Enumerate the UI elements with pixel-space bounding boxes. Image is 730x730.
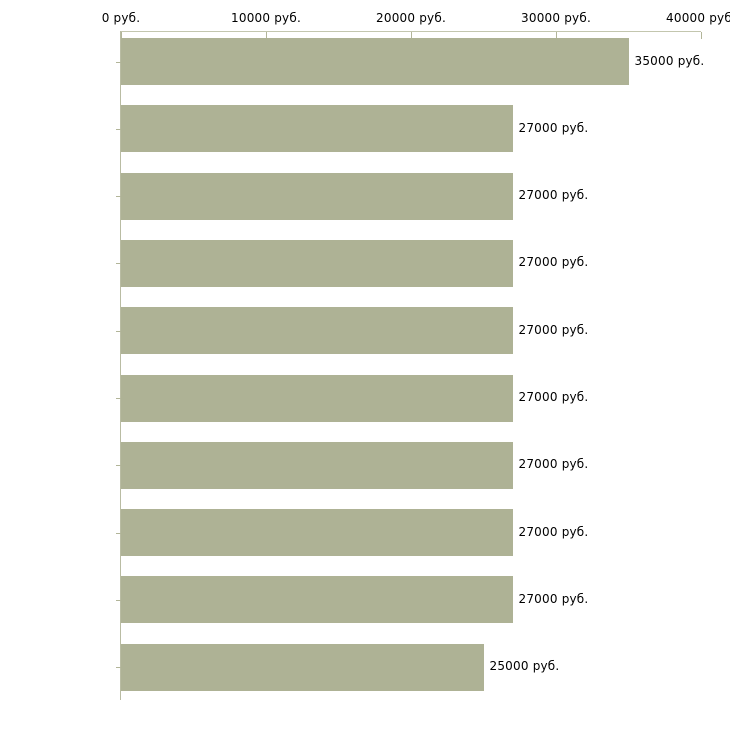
x-axis-tick-label: 20000 руб. xyxy=(376,11,446,25)
bar-value-label: 27000 руб. xyxy=(518,524,589,539)
x-axis-tick xyxy=(701,32,702,39)
bar-value-label: 27000 руб. xyxy=(518,188,589,203)
x-axis-tick-label: 30000 руб. xyxy=(521,11,591,25)
category-axis-tick xyxy=(116,667,121,668)
bar[interactable] xyxy=(121,307,513,355)
x-axis-tick-label: 0 руб. xyxy=(101,11,141,25)
x-axis-tick xyxy=(266,32,267,39)
y-axis-line xyxy=(120,31,121,700)
category-axis-tick xyxy=(116,62,121,63)
bar[interactable] xyxy=(121,105,513,153)
bar-value-label: 27000 руб. xyxy=(518,120,589,135)
bar-value-label: 27000 руб. xyxy=(518,322,589,337)
category-axis-tick xyxy=(116,398,121,399)
x-axis-tick xyxy=(411,32,412,39)
category-axis-tick xyxy=(116,600,121,601)
x-axis-tick-label: 40000 руб. xyxy=(666,11,730,25)
category-axis-tick xyxy=(116,196,121,197)
x-axis-tick xyxy=(556,32,557,39)
bar-value-label: 27000 руб. xyxy=(518,457,589,472)
bar[interactable] xyxy=(121,172,513,220)
bar[interactable] xyxy=(121,374,513,422)
bar[interactable] xyxy=(121,509,513,557)
bar[interactable] xyxy=(121,441,513,489)
x-axis-tick xyxy=(121,32,122,39)
bar-value-label: 25000 руб. xyxy=(489,659,560,674)
bar-value-label: 27000 руб. xyxy=(518,255,589,270)
bar-value-label: 27000 руб. xyxy=(518,390,589,404)
bar[interactable] xyxy=(121,239,513,287)
category-axis-tick xyxy=(116,263,121,264)
bar[interactable] xyxy=(121,576,513,624)
category-axis-tick xyxy=(116,533,121,534)
x-axis-line xyxy=(121,31,701,32)
category-axis-tick xyxy=(116,331,121,332)
bar[interactable] xyxy=(121,643,484,691)
bar[interactable] xyxy=(121,38,629,85)
x-axis-tick-label: 10000 руб. xyxy=(231,11,301,25)
bar-value-label: 27000 руб. xyxy=(518,591,589,606)
bar-value-label: 35000 руб. xyxy=(634,53,705,68)
category-axis-tick xyxy=(116,129,121,130)
category-axis-tick xyxy=(116,465,121,466)
